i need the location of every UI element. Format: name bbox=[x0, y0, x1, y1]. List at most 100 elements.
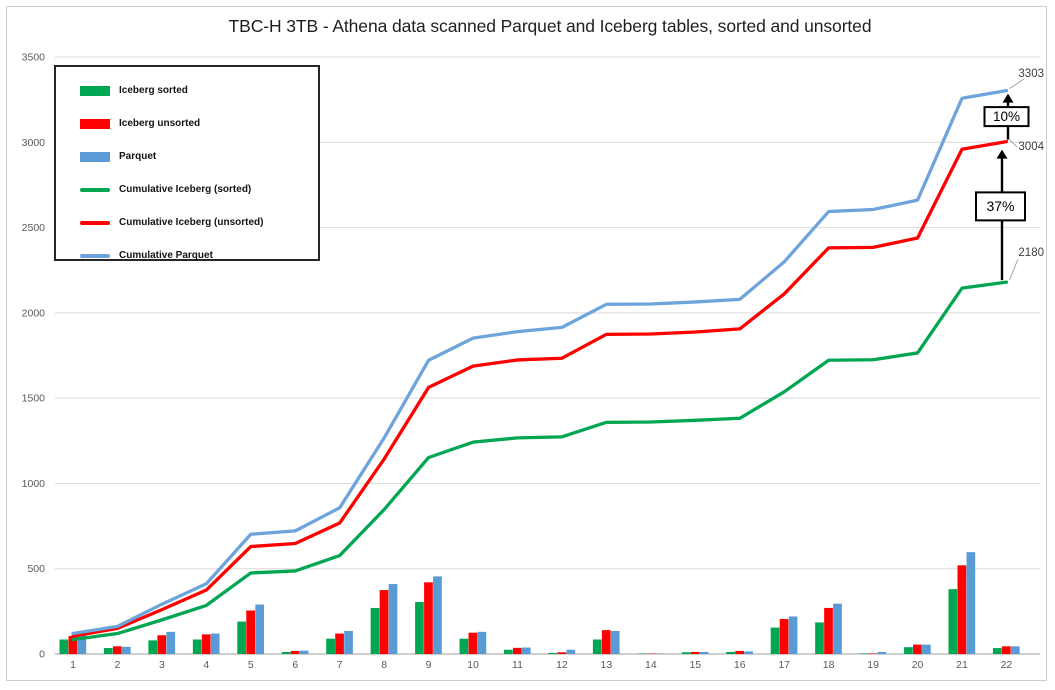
legend-swatch-bar bbox=[80, 151, 110, 162]
bar-iceberg-unsorted-q7 bbox=[335, 633, 344, 654]
leader-line bbox=[1009, 139, 1018, 148]
bar-iceberg-unsorted-q3 bbox=[157, 635, 167, 654]
leader-line bbox=[1009, 78, 1025, 90]
bar-iceberg-sorted-q4 bbox=[192, 639, 202, 654]
x-tick-label: 12 bbox=[556, 659, 568, 671]
bar-parquet-q5 bbox=[255, 604, 264, 654]
x-tick-label: 11 bbox=[512, 659, 523, 671]
bar-iceberg-unsorted-q4 bbox=[201, 634, 211, 654]
bar-iceberg-unsorted-q15 bbox=[690, 651, 700, 654]
bar-iceberg-unsorted-q10 bbox=[468, 632, 478, 654]
bar-iceberg-unsorted-q6 bbox=[290, 650, 300, 654]
x-tick-label: 10 bbox=[467, 659, 479, 671]
bar-parquet-q2 bbox=[121, 646, 131, 654]
bar-iceberg-unsorted-q8 bbox=[379, 590, 389, 654]
bar-iceberg-sorted-q18 bbox=[815, 622, 824, 654]
legend-swatch-line bbox=[80, 220, 110, 225]
x-tick-label: 4 bbox=[203, 659, 209, 671]
series-end-value-label: 3004 bbox=[1018, 141, 1044, 153]
bar-parquet-q21 bbox=[966, 552, 976, 654]
legend-item: Cumulative Iceberg (unsorted) bbox=[56, 206, 318, 239]
x-tick-label: 6 bbox=[292, 659, 298, 671]
bar-parquet-q17 bbox=[788, 616, 798, 654]
y-tick-label: 1500 bbox=[22, 393, 46, 405]
leader-line bbox=[1008, 258, 1019, 281]
y-tick-label: 1000 bbox=[22, 478, 46, 490]
bar-iceberg-sorted-q10 bbox=[459, 638, 469, 654]
bar-iceberg-unsorted-q19 bbox=[868, 653, 878, 654]
callout-box bbox=[983, 106, 1030, 128]
x-tick-label: 18 bbox=[823, 659, 835, 671]
bar-parquet-q15 bbox=[699, 651, 709, 654]
bar-parquet-q13 bbox=[610, 630, 620, 654]
bar-parquet-q22 bbox=[1010, 646, 1020, 654]
x-tick-label: 13 bbox=[601, 659, 613, 671]
legend-item: Iceberg sorted bbox=[56, 74, 318, 107]
bar-iceberg-sorted-q6 bbox=[281, 651, 291, 654]
x-tick-label: 20 bbox=[912, 659, 924, 671]
legend-label: Cumulative Parquet bbox=[119, 250, 213, 261]
bar-iceberg-sorted-q2 bbox=[103, 648, 113, 654]
callout-percent-label: 10% bbox=[993, 109, 1020, 124]
bar-iceberg-unsorted-q9 bbox=[424, 582, 433, 654]
bar-iceberg-unsorted-q1 bbox=[68, 636, 78, 654]
legend-label: Cumulative Iceberg (sorted) bbox=[119, 184, 252, 195]
bar-parquet-q11 bbox=[522, 647, 531, 654]
bar-iceberg-sorted-q22 bbox=[992, 648, 1002, 654]
bar-iceberg-sorted-q20 bbox=[904, 647, 913, 654]
bar-iceberg-sorted-q15 bbox=[681, 652, 691, 654]
cumulative-line-cumulative-parquet bbox=[71, 88, 1009, 636]
bar-iceberg-sorted-q13 bbox=[592, 639, 602, 654]
bar-iceberg-sorted-q7 bbox=[326, 638, 335, 654]
bar-iceberg-sorted-q8 bbox=[370, 607, 380, 654]
series-end-value-label: 3303 bbox=[1018, 68, 1044, 80]
legend-item: Cumulative Iceberg (sorted) bbox=[56, 173, 318, 206]
x-tick-label: 17 bbox=[778, 659, 790, 671]
x-tick-label: 8 bbox=[381, 659, 387, 671]
bar-iceberg-unsorted-q20 bbox=[913, 644, 922, 654]
bar-iceberg-sorted-q9 bbox=[415, 601, 424, 654]
bar-parquet-q12 bbox=[566, 649, 576, 654]
bar-iceberg-sorted-q19 bbox=[859, 653, 869, 654]
x-tick-label: 7 bbox=[337, 659, 343, 671]
bar-iceberg-unsorted-q2 bbox=[112, 646, 122, 654]
bar-parquet-q8 bbox=[388, 584, 398, 654]
bar-iceberg-unsorted-q13 bbox=[601, 630, 611, 654]
bar-iceberg-sorted-q21 bbox=[948, 589, 958, 654]
bar-iceberg-unsorted-q17 bbox=[779, 619, 789, 654]
bar-iceberg-unsorted-q21 bbox=[957, 565, 967, 654]
cumulative-line-cumulative-iceberg-sorted- bbox=[71, 280, 1009, 642]
legend-label: Iceberg sorted bbox=[119, 85, 188, 96]
bar-iceberg-sorted-q17 bbox=[770, 627, 780, 654]
bar-parquet-q7 bbox=[344, 630, 353, 654]
y-tick-label: 3000 bbox=[22, 137, 46, 149]
x-tick-label: 2 bbox=[115, 659, 121, 671]
x-tick-label: 22 bbox=[1001, 659, 1013, 671]
legend-item: Cumulative Parquet bbox=[56, 239, 318, 272]
legend-swatch-line bbox=[80, 187, 110, 192]
bar-iceberg-sorted-q3 bbox=[148, 640, 158, 654]
y-tick-label: 2500 bbox=[22, 222, 46, 234]
chart-title: TBC-H 3TB - Athena data scanned Parquet … bbox=[228, 16, 872, 36]
callout-arrowhead bbox=[1002, 93, 1014, 103]
chart-legend: Iceberg sorted Iceberg unsorted Parquet Cum… bbox=[54, 65, 320, 261]
legend-swatch-bar bbox=[80, 85, 110, 96]
callout-box bbox=[975, 191, 1026, 222]
bar-iceberg-sorted-q1 bbox=[59, 639, 69, 654]
bar-parquet-q19 bbox=[877, 651, 887, 654]
bar-parquet-q9 bbox=[433, 576, 442, 654]
x-tick-label: 5 bbox=[248, 659, 254, 671]
y-tick-label: 2000 bbox=[22, 307, 46, 319]
bar-parquet-q10 bbox=[477, 631, 487, 654]
bar-iceberg-unsorted-q11 bbox=[513, 647, 522, 654]
bar-parquet-q20 bbox=[922, 644, 931, 654]
legend-swatch-line bbox=[80, 253, 110, 258]
y-tick-label: 500 bbox=[27, 563, 45, 575]
x-tick-label: 9 bbox=[426, 659, 432, 671]
legend-item: Parquet bbox=[56, 140, 318, 173]
legend-label: Parquet bbox=[119, 151, 157, 162]
bar-iceberg-unsorted-q18 bbox=[824, 607, 833, 654]
callout-percent-label: 37% bbox=[986, 198, 1014, 214]
bar-iceberg-unsorted-q22 bbox=[1001, 646, 1011, 654]
